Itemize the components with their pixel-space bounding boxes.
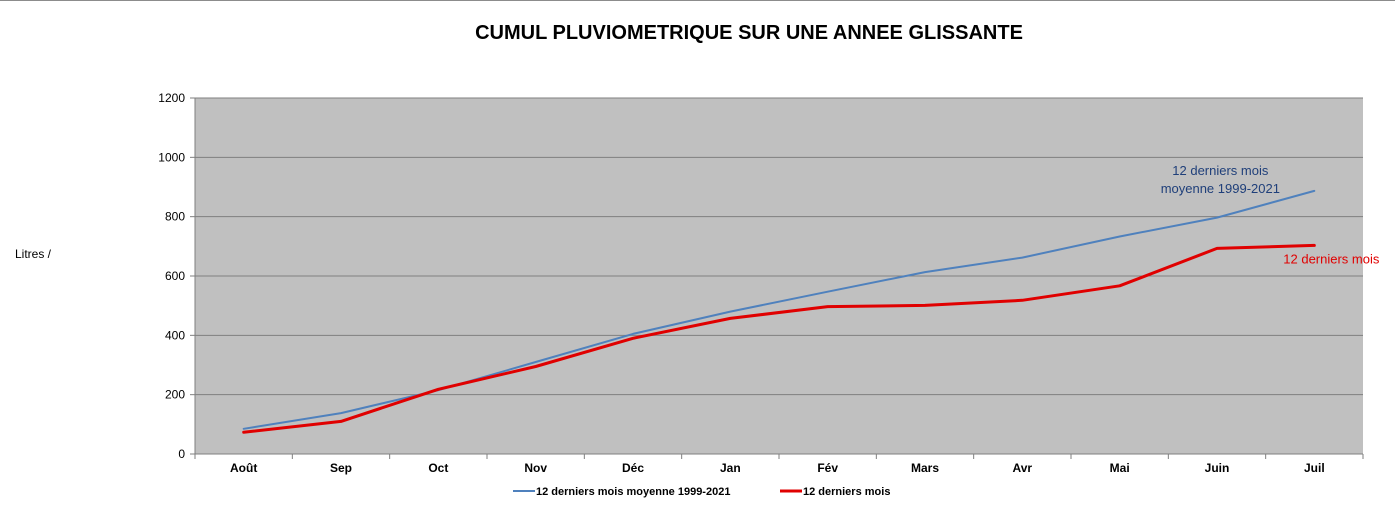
legend-label: 12 derniers mois moyenne 1999-2021 xyxy=(536,486,730,498)
x-tick-label: Juil xyxy=(1304,461,1325,475)
x-tick-label: Mai xyxy=(1110,461,1130,475)
y-tick-label: 400 xyxy=(165,328,185,342)
chart-title: CUMUL PLUVIOMETRIQUE SUR UNE ANNEE GLISS… xyxy=(475,22,1023,44)
annotation-label: 12 derniers mois xyxy=(1172,163,1269,178)
y-tick-label: 600 xyxy=(165,269,185,283)
x-tick-label: Déc xyxy=(622,461,644,475)
annotation-label: moyenne 1999-2021 xyxy=(1161,181,1280,196)
x-tick-label: Oct xyxy=(428,461,448,475)
x-tick-label: Juin xyxy=(1205,461,1230,475)
x-tick-label: Mars xyxy=(911,461,939,475)
x-tick-label: Jan xyxy=(720,461,741,475)
top-border xyxy=(0,0,1395,1)
y-tick-label: 0 xyxy=(178,447,185,461)
y-tick-label: 1000 xyxy=(158,150,185,164)
series-line-2 xyxy=(242,243,1316,434)
x-tick-label: Fév xyxy=(817,461,838,475)
x-tick-label: Avr xyxy=(1013,461,1033,475)
y-tick-label: 200 xyxy=(165,388,185,402)
y-tick-label: 1200 xyxy=(158,91,185,105)
annotation-label: 12 derniers mois xyxy=(1283,251,1380,266)
legend-label: 12 derniers mois xyxy=(803,486,890,498)
x-tick-label: Sep xyxy=(330,461,352,475)
y-axis-label: Litres / xyxy=(15,247,52,261)
x-tick-label: Août xyxy=(230,461,257,475)
legend: 12 derniers mois moyenne 1999-2021 12 der… xyxy=(513,486,890,498)
y-tick-label: 800 xyxy=(165,210,185,224)
x-tick-label: Nov xyxy=(524,461,547,475)
plot-area: 0 200 400 600 800 1000 1200 Août Sep Oct Nov Déc Jan… xyxy=(158,91,1380,475)
